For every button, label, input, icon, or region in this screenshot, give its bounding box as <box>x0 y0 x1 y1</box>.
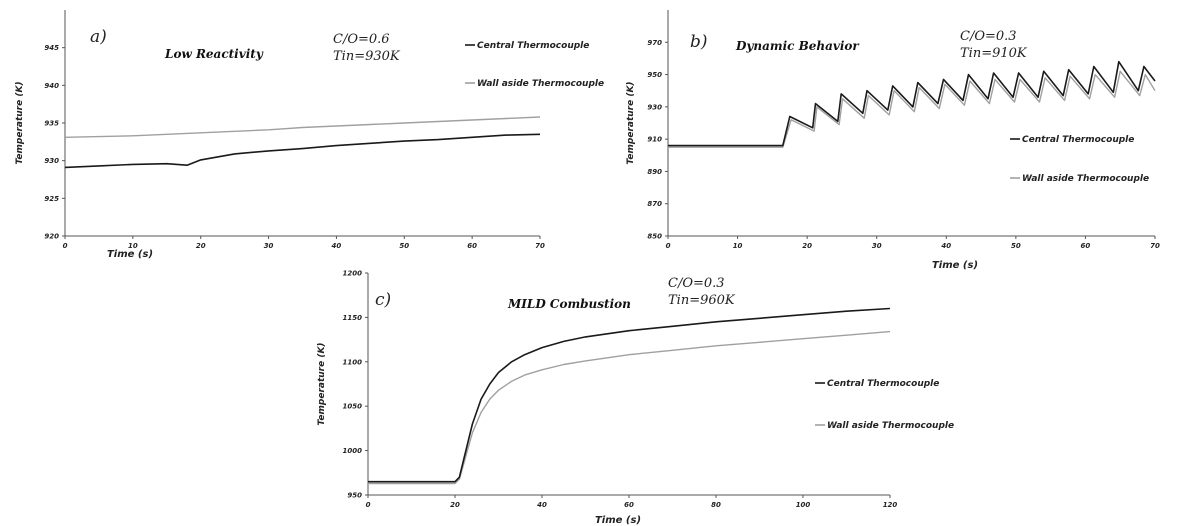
x-axis-label: Time (s) <box>932 260 978 271</box>
x-tick-label: 30 <box>872 242 882 250</box>
legend-label-wall: Wall aside Thermocouple <box>827 421 954 431</box>
x-tick-label: 50 <box>1011 242 1021 250</box>
chart-title: Dynamic Behavior <box>735 39 860 53</box>
chart-title: MILD Combustion <box>507 297 631 311</box>
y-tick-label: 890 <box>647 168 662 176</box>
x-tick-label: 40 <box>537 501 547 509</box>
series-line-wall <box>368 330 891 485</box>
x-axis-label: Time (s) <box>595 515 641 526</box>
condition-annotation: C/O=0.3 <box>960 29 1017 44</box>
y-tick-label: 950 <box>647 71 662 79</box>
y-tick-label: 910 <box>647 136 662 144</box>
y-tick-label: 935 <box>44 120 59 128</box>
y-tick-label: 925 <box>44 195 59 203</box>
x-tick-label: 40 <box>332 242 342 250</box>
x-tick-label: 20 <box>196 242 206 250</box>
y-axis-label: Temperature (K) <box>626 81 636 164</box>
x-axis-label: Time (s) <box>107 249 153 260</box>
y-tick-label: 1000 <box>343 447 363 455</box>
series-line-wall <box>668 70 1156 148</box>
x-tick-label: 100 <box>796 501 811 509</box>
y-tick-label: 970 <box>647 39 662 47</box>
x-tick-label: 120 <box>883 501 898 509</box>
y-tick-label: 950 <box>347 492 362 500</box>
legend-label-wall: Wall aside Thermocouple <box>477 79 604 89</box>
x-tick-label: 0 <box>366 501 371 509</box>
panel-label: b) <box>690 32 708 52</box>
condition-annotation: Tin=930K <box>333 49 401 64</box>
x-tick-label: 10 <box>733 242 743 250</box>
y-tick-label: 1150 <box>343 314 363 322</box>
x-tick-label: 60 <box>624 501 634 509</box>
x-tick-label: 20 <box>802 242 812 250</box>
panel-label: a) <box>90 27 107 47</box>
x-tick-label: 70 <box>1150 242 1160 250</box>
x-tick-label: 60 <box>467 242 477 250</box>
y-axis-label: Temperature (K) <box>317 342 327 425</box>
legend-label-central: Central Thermocouple <box>1022 135 1134 145</box>
y-axis-label: Temperature (K) <box>15 81 25 164</box>
x-tick-label: 30 <box>264 242 274 250</box>
legend-label-central: Central Thermocouple <box>477 41 589 51</box>
y-tick-label: 1100 <box>343 358 363 366</box>
series-line-central <box>368 307 891 483</box>
y-tick-label: 940 <box>44 82 59 90</box>
legend-label-wall: Wall aside Thermocouple <box>1022 174 1149 184</box>
chart-title: Low Reactivity <box>164 47 264 61</box>
y-tick-label: 920 <box>44 233 59 241</box>
x-tick-label: 0 <box>666 242 671 250</box>
x-tick-label: 10 <box>128 242 138 250</box>
series-line-central <box>668 60 1156 147</box>
y-tick-label: 930 <box>647 103 662 111</box>
chart-panel-a: 920 925 930 935 940 945 0 10 20 30 40 50 60 70 Time (s… <box>15 10 604 260</box>
x-tick-label: 60 <box>1081 242 1091 250</box>
series-line-wall <box>64 116 541 138</box>
y-tick-label: 850 <box>647 233 662 241</box>
condition-annotation: C/O=0.3 <box>668 276 725 291</box>
panel-label: c) <box>375 290 391 310</box>
series-line-central <box>64 133 541 169</box>
y-tick-label: 945 <box>44 44 59 52</box>
y-tick-label: 870 <box>647 200 662 208</box>
y-tick-label: 930 <box>44 157 59 165</box>
condition-annotation: C/O=0.6 <box>333 32 390 47</box>
x-tick-label: 0 <box>63 242 68 250</box>
x-tick-label: 50 <box>399 242 409 250</box>
y-tick-label: 1050 <box>343 403 363 411</box>
x-tick-label: 40 <box>941 242 951 250</box>
x-tick-label: 20 <box>450 501 460 509</box>
x-tick-label: 70 <box>535 242 545 250</box>
condition-annotation: Tin=960K <box>668 293 736 308</box>
chart-panel-c: 950 1000 1050 1100 1150 1200 0 20 40 60 80 100 120 Ti… <box>317 270 954 526</box>
chart-panel-b: 850 870 890 910 930 950 970 0 10 20 30 40 50 60 70 Time… <box>626 10 1160 271</box>
condition-annotation: Tin=910K <box>960 46 1028 61</box>
legend-label-central: Central Thermocouple <box>827 379 939 389</box>
x-tick-label: 80 <box>711 501 721 509</box>
y-tick-label: 1200 <box>343 270 363 278</box>
